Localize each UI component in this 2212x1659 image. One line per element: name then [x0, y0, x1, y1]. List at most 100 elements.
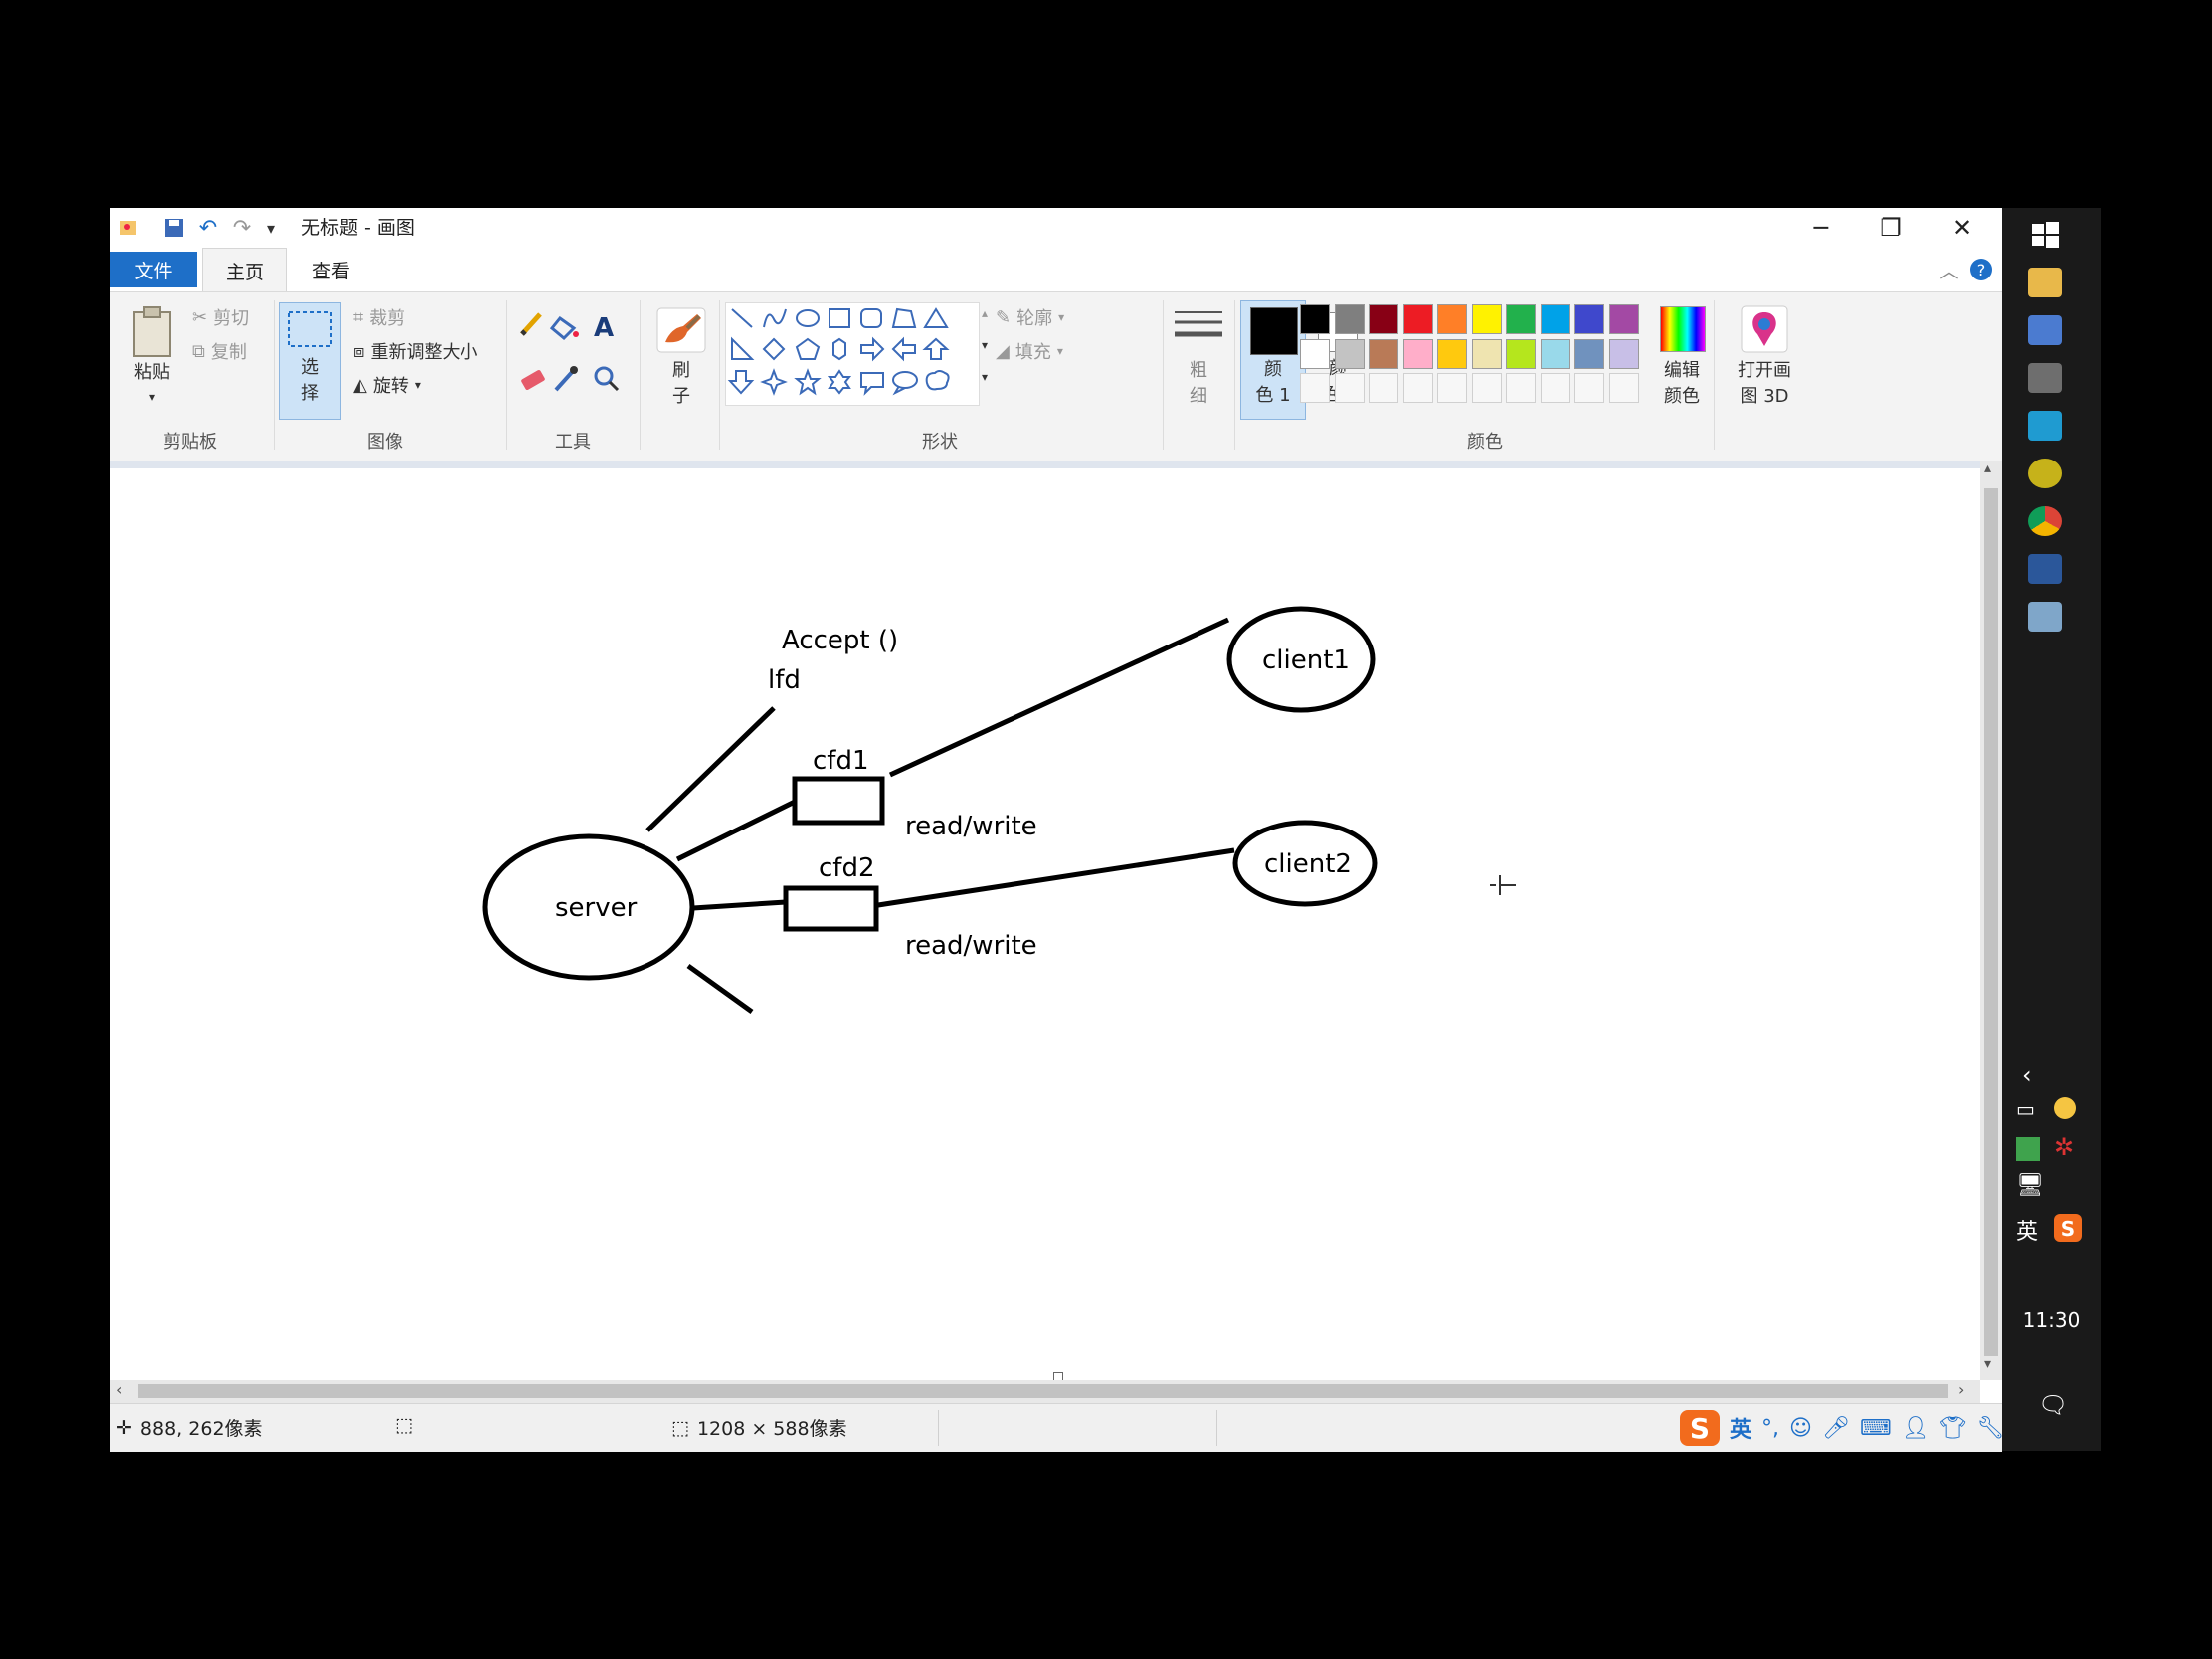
open-paint3d-button[interactable]: 打开画 图 3D [1720, 302, 1809, 420]
crop-button[interactable]: ⌗ 裁剪 [353, 304, 405, 330]
brushes-button[interactable]: 刷 子 [647, 302, 715, 420]
palette-empty-swatch[interactable] [1402, 373, 1433, 403]
paste-dropdown-icon[interactable]: ▾ [148, 390, 156, 404]
fill-bucket-icon[interactable] [549, 315, 579, 341]
redo-icon[interactable]: ↷ [232, 215, 252, 241]
color1-button[interactable]: 颜 色 1 [1240, 300, 1306, 420]
app-icon-teal[interactable] [2028, 411, 2062, 441]
skin-icon[interactable]: 👕︎ [1938, 1415, 1967, 1441]
palette-color-swatch[interactable] [1540, 338, 1570, 369]
taskbar-ime-language[interactable]: 英 [2016, 1220, 2039, 1245]
edit-colors-button[interactable]: 编辑 颜色 [1642, 302, 1722, 420]
tab-home[interactable]: 主页 [202, 248, 287, 292]
settings-gear-icon[interactable]: ✲ [2054, 1133, 2075, 1161]
sogou-tray-icon[interactable]: S [2054, 1214, 2082, 1242]
network-icon[interactable]: 🖥︎ [2016, 1173, 2044, 1198]
outline-button[interactable]: ✎ 轮廓 ▾ [996, 304, 1064, 330]
paint-app-taskbar-icon[interactable] [2028, 363, 2062, 393]
palette-empty-swatch[interactable] [1608, 373, 1639, 403]
app-icon-yellow[interactable] [2028, 459, 2062, 488]
tab-view[interactable]: 查看 [311, 260, 350, 282]
palette-color-swatch[interactable] [1574, 304, 1604, 334]
wrench-icon[interactable]: 🔧︎ [1976, 1415, 2005, 1441]
palette-color-swatch[interactable] [1300, 338, 1330, 369]
palette-empty-swatch[interactable] [1334, 373, 1365, 403]
paste-button[interactable]: 粘贴 ▾ [124, 300, 180, 410]
battery-icon[interactable]: ▭ [2016, 1097, 2035, 1121]
collapse-ribbon-icon[interactable]: ︿ [1939, 260, 1959, 282]
horizontal-scrollbar[interactable]: ‹ › [110, 1380, 1980, 1403]
restore-button[interactable]: ❐ [1880, 214, 1902, 242]
palette-color-swatch[interactable] [1437, 338, 1467, 369]
weather-icon[interactable] [2054, 1097, 2076, 1119]
palette-color-swatch[interactable] [1300, 304, 1330, 334]
shape-expand-icon[interactable]: ▾ [982, 370, 989, 384]
palette-color-swatch[interactable] [1437, 304, 1467, 334]
palette-color-swatch[interactable] [1506, 338, 1536, 369]
sync-icon[interactable] [2016, 1137, 2040, 1161]
horizontal-scroll-thumb[interactable] [138, 1384, 1948, 1398]
palette-color-swatch[interactable] [1506, 304, 1536, 334]
palette-empty-swatch[interactable] [1471, 373, 1502, 403]
taskbar-clock[interactable]: 11:30 [2022, 1308, 2081, 1332]
customize-quick-access-icon[interactable]: ▾ [266, 218, 276, 238]
minimize-button[interactable]: ─ [1813, 214, 1829, 242]
color-picker-icon[interactable] [554, 366, 578, 392]
size-button[interactable]: 粗 细 [1169, 302, 1228, 420]
pencil-icon[interactable] [520, 312, 542, 336]
copy-button[interactable]: ⧉ 复制 [192, 338, 247, 364]
sogou-logo-icon[interactable]: S [1680, 1410, 1720, 1446]
select-button[interactable]: 选 择 [279, 302, 341, 420]
palette-color-swatch[interactable] [1402, 338, 1433, 369]
windows-start-icon[interactable] [2028, 220, 2062, 250]
magnifier-icon[interactable] [594, 366, 620, 392]
palette-color-swatch[interactable] [1540, 304, 1570, 334]
scroll-right-icon[interactable]: › [1958, 1381, 1965, 1399]
ime-language-toggle[interactable]: 英 [1730, 1418, 1752, 1443]
eraser-icon[interactable] [520, 369, 545, 390]
palette-color-swatch[interactable] [1471, 304, 1502, 334]
save-icon[interactable] [160, 214, 188, 242]
palette-color-swatch[interactable] [1574, 338, 1604, 369]
palette-color-swatch[interactable] [1471, 338, 1502, 369]
punctuation-icon[interactable]: °, [1761, 1415, 1780, 1441]
undo-icon[interactable]: ↶ [198, 215, 218, 241]
word-icon[interactable] [2028, 554, 2062, 584]
user-icon[interactable]: 👤︎ [1901, 1415, 1930, 1441]
close-button[interactable]: ✕ [1951, 214, 1973, 242]
drawing-canvas[interactable]: Accept () lfd cfd1 cfd2 read/write read/… [110, 468, 1980, 1382]
palette-empty-swatch[interactable] [1437, 373, 1467, 403]
palette-empty-swatch[interactable] [1574, 373, 1604, 403]
vertical-scrollbar[interactable]: ▴ ▾ [1980, 461, 2002, 1380]
palette-color-swatch[interactable] [1369, 304, 1398, 334]
tab-file[interactable]: 文件 [110, 252, 197, 287]
resize-button[interactable]: ⧈ 重新调整大小 [353, 338, 477, 364]
palette-color-swatch[interactable] [1334, 338, 1365, 369]
notification-center-icon[interactable]: 🗨︎ [2038, 1391, 2069, 1419]
help-icon[interactable]: ? [1966, 248, 1996, 291]
keyboard-icon[interactable]: ⌨ [1859, 1415, 1892, 1441]
scroll-up-icon[interactable]: ▴ [1984, 461, 1992, 476]
palette-color-swatch[interactable] [1369, 338, 1398, 369]
file-explorer-icon[interactable] [2028, 268, 2062, 297]
microphone-icon[interactable]: 🎤︎ [1821, 1415, 1850, 1441]
shape-scroll-icon[interactable]: ▴ [982, 306, 989, 320]
shape-scroll-down-icon[interactable]: ▾ [982, 338, 989, 352]
palette-empty-swatch[interactable] [1506, 373, 1536, 403]
shapes-gallery[interactable] [725, 302, 980, 406]
palette-color-swatch[interactable] [1334, 304, 1365, 334]
messaging-app-icon[interactable] [2028, 315, 2062, 345]
palette-empty-swatch[interactable] [1540, 373, 1570, 403]
text-icon[interactable]: A [594, 313, 614, 343]
chrome-icon[interactable] [2028, 506, 2062, 536]
notes-app-icon[interactable] [2028, 602, 2062, 632]
palette-color-swatch[interactable] [1608, 304, 1639, 334]
fill-button[interactable]: ◢ 填充 ▾ [996, 338, 1063, 364]
vertical-scroll-thumb[interactable] [1984, 488, 1998, 1356]
palette-color-swatch[interactable] [1608, 338, 1639, 369]
emoji-icon[interactable]: ☺ [1789, 1415, 1812, 1441]
cut-button[interactable]: ✂ 剪切 [192, 304, 249, 330]
rotate-button[interactable]: ◭ 旋转 ▾ [353, 372, 421, 398]
palette-color-swatch[interactable] [1402, 304, 1433, 334]
scroll-left-icon[interactable]: ‹ [116, 1381, 123, 1399]
